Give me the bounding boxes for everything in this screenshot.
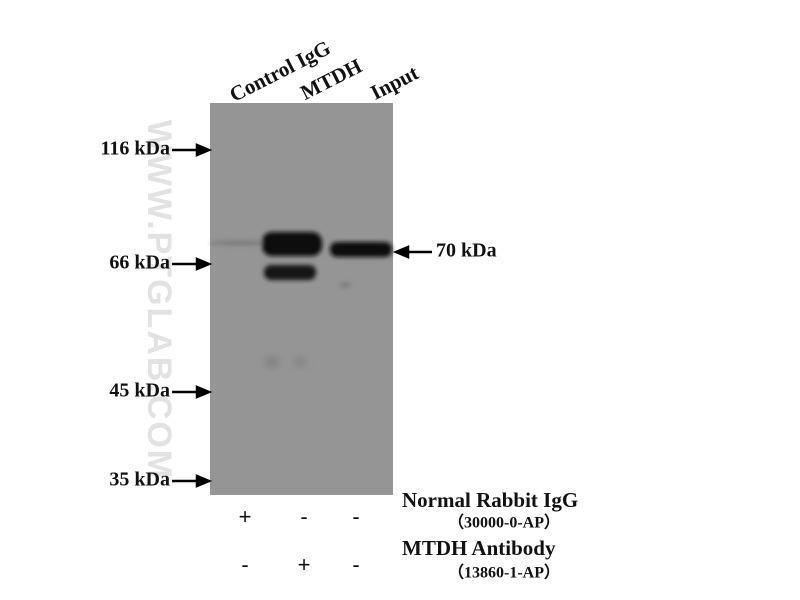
band-label: 70 kDa bbox=[436, 240, 497, 262]
marker-label: 35 kDa bbox=[109, 469, 170, 491]
treatment-name: MTDH Antibody bbox=[402, 536, 556, 560]
blot-membrane bbox=[210, 103, 393, 495]
sign: + bbox=[239, 504, 252, 529]
sign: + bbox=[298, 552, 311, 577]
band bbox=[210, 240, 270, 246]
marker-arrows bbox=[172, 143, 432, 488]
blot-shade bbox=[210, 103, 393, 495]
lane-label: Input bbox=[367, 61, 423, 105]
bands bbox=[210, 232, 392, 288]
smear bbox=[293, 357, 307, 367]
band bbox=[264, 265, 316, 280]
sign: - bbox=[300, 504, 307, 529]
sign: - bbox=[241, 552, 248, 577]
band bbox=[262, 232, 322, 256]
marker-label: 116 kDa bbox=[101, 138, 170, 160]
smear bbox=[264, 357, 280, 367]
band bbox=[330, 242, 392, 257]
treatment-catalog: （30000-0-AP） bbox=[448, 514, 560, 532]
smears bbox=[264, 357, 307, 367]
marker-label: 45 kDa bbox=[109, 380, 170, 402]
treatment-name: Normal Rabbit IgG bbox=[402, 488, 578, 512]
treatment-catalog: （13860-1-AP） bbox=[448, 564, 560, 582]
watermark: WWW.PTGLAB.COM bbox=[140, 120, 178, 480]
band bbox=[339, 282, 351, 288]
marker-label: 66 kDa bbox=[109, 252, 170, 274]
sign: - bbox=[352, 552, 359, 577]
sign: - bbox=[352, 504, 359, 529]
